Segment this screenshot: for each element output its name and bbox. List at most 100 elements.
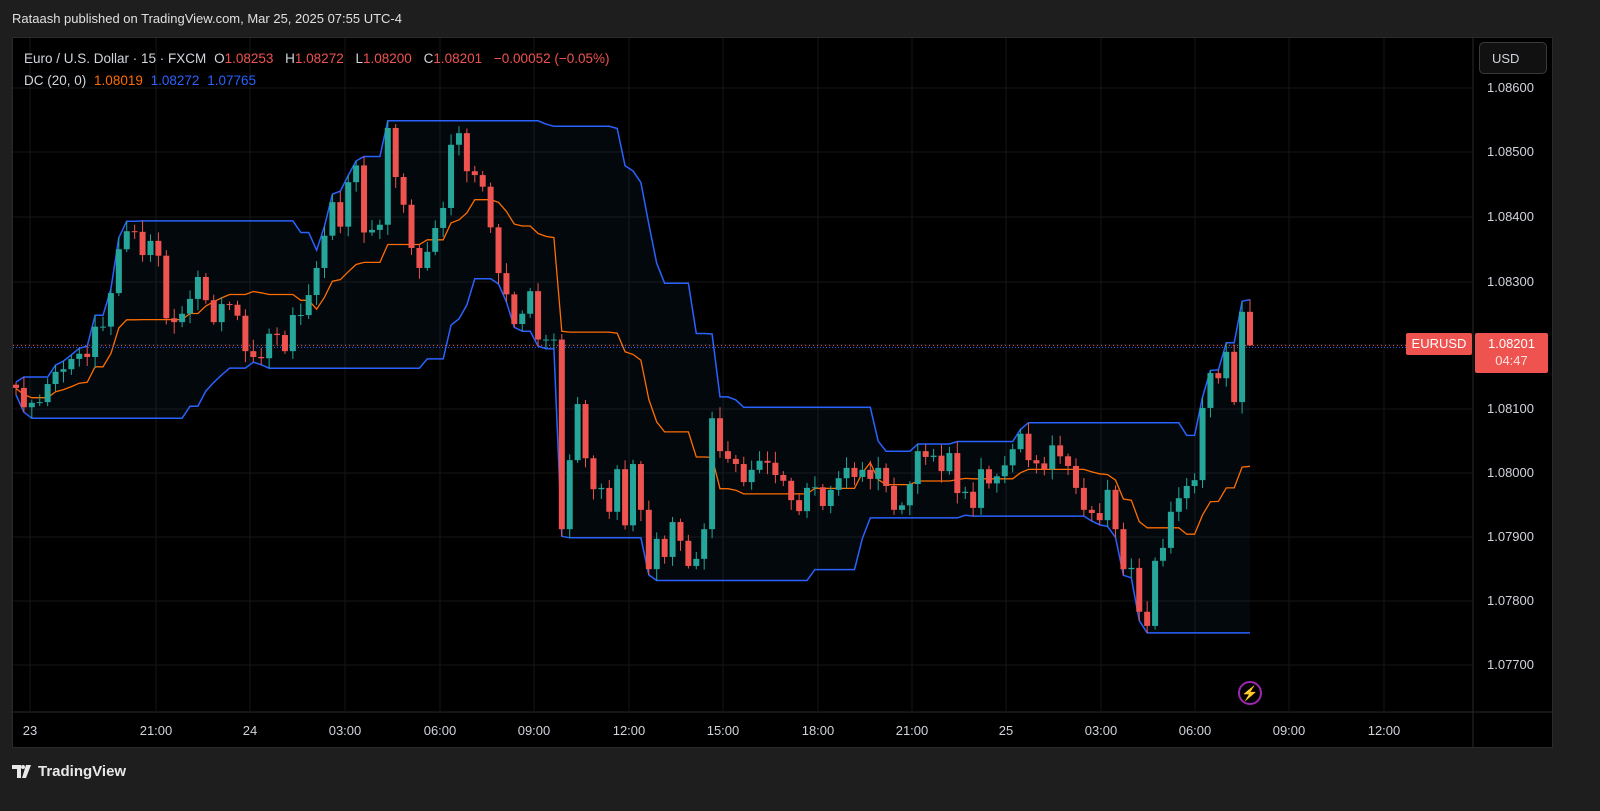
candle-down xyxy=(234,304,241,316)
candle-up xyxy=(835,478,842,490)
dc-basis-value: 1.08019 xyxy=(94,73,143,88)
candle-down xyxy=(717,418,724,452)
time-tick: 09:00 xyxy=(517,723,551,738)
candle-down xyxy=(558,339,565,530)
candle-up xyxy=(455,133,462,145)
candle-up xyxy=(1009,449,1016,466)
candle-down xyxy=(1096,513,1103,521)
candle-up xyxy=(1001,465,1008,477)
tradingview-logo[interactable]: TradingView xyxy=(12,763,126,780)
candle-up xyxy=(305,295,312,316)
candle-up xyxy=(123,231,130,250)
candle-up xyxy=(756,460,763,470)
candle-up xyxy=(194,276,201,299)
candle-down xyxy=(772,462,779,475)
publish-bar: Rataash published on TradingView.com, Ma… xyxy=(0,0,1600,36)
candle-up xyxy=(36,402,43,404)
time-tick: 03:00 xyxy=(1084,723,1118,738)
candle-down xyxy=(503,273,510,295)
candle-up xyxy=(898,505,905,510)
time-tick: 25 xyxy=(998,723,1014,738)
time-tick: 03:00 xyxy=(328,723,362,738)
candle-down xyxy=(495,227,502,274)
candle-up xyxy=(1017,433,1024,450)
chart-pane[interactable] xyxy=(12,37,1553,748)
candle-up xyxy=(440,207,447,228)
candle-up xyxy=(432,227,439,252)
symbol-legend[interactable]: Euro / U.S. Dollar · 15 · FXCM O1.08253 … xyxy=(24,48,614,70)
candle-up xyxy=(566,460,573,530)
candle-up xyxy=(978,469,985,508)
price-tick: 1.08300 xyxy=(1487,274,1534,289)
candle-down xyxy=(867,469,874,479)
price-tick: 1.08100 xyxy=(1487,401,1534,416)
open-label: O xyxy=(214,51,225,66)
candle-up xyxy=(44,384,51,403)
candle-up xyxy=(368,229,375,233)
dc-upper-line xyxy=(15,120,1251,452)
candle-up xyxy=(218,304,225,323)
candle-down xyxy=(1215,373,1222,379)
candle-up xyxy=(859,469,866,477)
candle-down xyxy=(922,451,929,457)
candle-up xyxy=(1199,407,1206,481)
candle-up xyxy=(1223,351,1230,379)
time-tick: 12:00 xyxy=(612,723,646,738)
dc-lower-line xyxy=(15,277,1250,634)
candle-down xyxy=(1065,456,1072,466)
candle-up xyxy=(875,467,882,479)
candle-up xyxy=(946,453,953,472)
candle-up xyxy=(574,404,581,461)
candle-down xyxy=(163,255,170,319)
candle-down xyxy=(408,204,415,248)
candle-down xyxy=(985,469,992,484)
candle-down xyxy=(788,480,795,501)
price-tick: 1.07800 xyxy=(1487,593,1534,608)
candle-down xyxy=(938,455,945,472)
candle-up xyxy=(147,240,154,256)
candle-down xyxy=(155,240,162,256)
symbol-title: Euro / U.S. Dollar · 15 · FXCM xyxy=(24,51,207,66)
price-tick: 1.08000 xyxy=(1487,465,1534,480)
time-tick: 21:00 xyxy=(139,723,173,738)
symbol-price-tag: EURUSD xyxy=(1406,333,1472,355)
candle-up xyxy=(598,487,605,490)
time-tick: 23 xyxy=(22,723,38,738)
price-tick: 1.08500 xyxy=(1487,144,1534,159)
candle-down xyxy=(400,177,407,205)
candle-up xyxy=(542,339,549,341)
candle-down xyxy=(1112,489,1119,530)
price-tick: 1.07900 xyxy=(1487,529,1534,544)
close-number: 1.08201 xyxy=(433,51,483,66)
candle-up xyxy=(329,202,336,236)
candle-up xyxy=(115,249,122,294)
candle-down xyxy=(416,247,423,268)
candle-down xyxy=(242,315,249,352)
candle-up xyxy=(1049,445,1056,470)
candle-up xyxy=(669,522,676,557)
time-tick: 09:00 xyxy=(1272,723,1306,738)
candle-up xyxy=(550,339,557,341)
candle-up xyxy=(1175,498,1182,512)
tradingview-logo-icon xyxy=(12,764,31,778)
indicator-legend[interactable]: DC (20, 0) 1.08019 1.08272 1.07765 xyxy=(24,70,614,92)
open-value: O1.08253 xyxy=(214,51,277,66)
candle-down xyxy=(13,384,19,388)
candle-down xyxy=(1088,509,1095,514)
candle-up xyxy=(52,371,59,385)
candle-down xyxy=(1041,463,1048,470)
candle-up xyxy=(614,469,621,512)
candle-down xyxy=(258,356,265,359)
candle-up xyxy=(630,464,636,526)
candle-up xyxy=(914,451,921,485)
candle-up xyxy=(653,538,660,570)
lightning-icon[interactable]: ⚡ xyxy=(1238,681,1262,705)
time-tick: 15:00 xyxy=(706,723,740,738)
candle-up xyxy=(266,333,273,359)
candle-down xyxy=(274,333,281,336)
candle-up xyxy=(1191,480,1198,486)
candle-up xyxy=(519,313,526,325)
candle-up xyxy=(92,326,99,357)
currency-button[interactable]: USD xyxy=(1479,42,1547,74)
